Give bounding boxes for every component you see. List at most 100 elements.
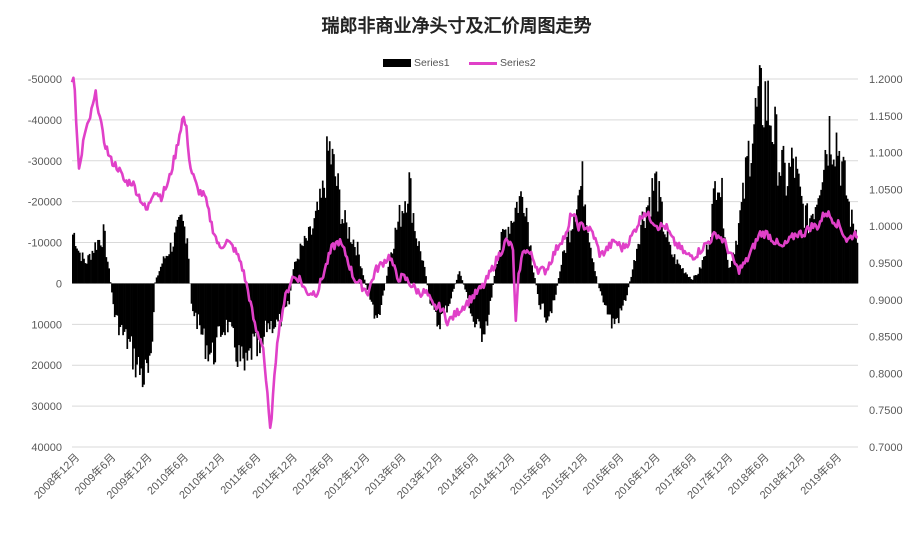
series1-bar — [534, 278, 536, 284]
series1-bar — [507, 226, 510, 284]
series1-bar — [116, 283, 119, 316]
series1-bar — [434, 283, 437, 312]
series1-bar — [428, 283, 430, 296]
series1-bar — [515, 201, 518, 284]
series1-bar — [270, 283, 272, 322]
series1-bar — [401, 211, 404, 284]
series1-bar — [839, 185, 842, 284]
series1-bar — [391, 253, 394, 284]
series1-bar — [851, 209, 853, 284]
series1-bar — [531, 265, 534, 284]
series1-bar — [549, 283, 552, 312]
series1-bar — [696, 275, 698, 284]
series1-bar — [740, 202, 743, 284]
series1-bar — [821, 182, 824, 284]
legend-label-series2: Series2 — [500, 57, 536, 70]
series1-bar — [386, 275, 388, 284]
series1-bar — [446, 283, 448, 313]
series1-bar — [433, 283, 436, 310]
series1-bar — [629, 281, 631, 284]
series1-bar — [455, 279, 458, 284]
series1-bar — [278, 283, 281, 314]
series1-bar — [598, 283, 601, 289]
series1-bar — [626, 283, 628, 296]
series1-bar — [164, 258, 166, 284]
series1-bar — [683, 273, 686, 284]
series1-bar — [514, 207, 517, 284]
series1-bar — [478, 283, 480, 322]
series1-bar — [319, 188, 321, 284]
series1-bar — [771, 142, 774, 284]
series1-bar — [668, 241, 670, 284]
series1-bar — [501, 228, 504, 284]
series1-bar — [567, 230, 570, 284]
right-tick-label: 0.7500 — [869, 405, 903, 417]
series1-bar — [134, 283, 137, 378]
series1-bar — [555, 283, 557, 295]
series1-bar — [256, 283, 258, 357]
series1-bar — [425, 276, 427, 284]
series1-bar — [335, 185, 338, 284]
series1-bar — [698, 267, 701, 284]
series1-bar — [333, 154, 335, 284]
series1-bar — [169, 242, 172, 284]
series1-bar — [730, 260, 733, 284]
series1-bar — [275, 283, 278, 320]
series1-bar — [669, 244, 672, 284]
series1-bar — [150, 283, 152, 354]
series1-bar — [219, 283, 222, 337]
series1-bar — [770, 125, 772, 284]
series1-bar — [312, 228, 314, 284]
series1-bar — [792, 158, 795, 284]
series1-bar — [247, 283, 250, 351]
series1-bar — [483, 283, 486, 335]
series1-bar — [147, 283, 150, 373]
series1-bar — [781, 149, 783, 284]
series1-bar — [691, 279, 694, 284]
series1-bar — [87, 255, 90, 284]
series1-bar — [832, 159, 835, 284]
series1-bar — [229, 283, 232, 323]
series1-bar — [711, 203, 714, 284]
series1-bar — [130, 283, 133, 337]
series1-bar — [817, 198, 820, 284]
series1-bar — [246, 283, 249, 361]
series1-bar — [161, 263, 164, 284]
series1-bar — [151, 283, 154, 342]
right-tick-label: 1.2000 — [869, 74, 903, 86]
series1-bar — [820, 189, 823, 284]
series1-bar — [199, 283, 201, 326]
series1-bar — [172, 246, 175, 284]
series1-bar — [672, 257, 675, 284]
series1-bar — [594, 271, 596, 284]
series1-bar — [415, 238, 418, 284]
series1-bar — [612, 283, 614, 319]
series1-bar — [94, 242, 97, 284]
series1-bar — [379, 283, 381, 315]
series1-bar — [816, 204, 818, 284]
series1-bar — [451, 283, 454, 292]
series1-bar — [536, 283, 539, 295]
series1-bar — [162, 256, 165, 284]
right-tick-label: 0.8000 — [869, 368, 903, 380]
series1-bar — [721, 177, 723, 284]
series1-bar — [823, 169, 825, 284]
series1-bar — [239, 283, 242, 362]
series1-bar — [682, 268, 684, 284]
series1-bar — [728, 267, 730, 284]
series1-bar — [587, 232, 589, 284]
series1-bar — [704, 256, 707, 284]
series1-bar — [539, 283, 542, 310]
series1-bar — [461, 280, 464, 284]
series1-bar — [763, 127, 765, 284]
series1-bar — [778, 172, 781, 284]
series1-bar — [849, 226, 852, 284]
series1-bar — [556, 283, 559, 286]
series1-bar — [165, 255, 168, 284]
series1-bar — [790, 147, 793, 284]
series1-bar — [390, 252, 393, 284]
series1-bar — [703, 256, 705, 284]
series1-bar — [217, 283, 219, 327]
series1-bar — [200, 283, 203, 335]
series1-bar — [85, 263, 88, 284]
